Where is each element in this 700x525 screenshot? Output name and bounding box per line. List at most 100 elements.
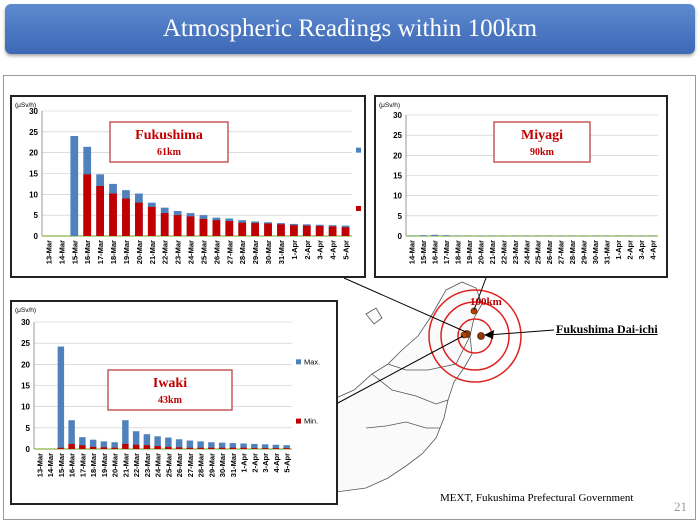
y-tick-label: 10 [393,192,402,201]
x-tick-label: 16-Mar [431,240,440,264]
bar-min [315,226,324,236]
bar-min [186,216,195,236]
bar-max [70,136,79,236]
bar-max [143,434,151,449]
bar-min [160,213,169,236]
bar-min [302,225,311,236]
x-tick-label: 1-Apr [290,240,299,260]
y-tick-label: 30 [393,111,402,120]
bar-max [240,443,247,449]
bar-min [154,446,161,449]
bar-max [79,437,86,449]
x-tick-label: 19-Mar [122,240,131,264]
bar-min [89,446,97,449]
bar-min [212,220,221,236]
bar-min [277,224,285,236]
x-tick-label: 4-Apr [648,240,657,260]
x-tick-label: 15-Mar [70,240,79,264]
bar-min [251,223,259,236]
x-tick-label: 15-Mar [57,453,66,477]
miyagi-station-marker [470,307,478,315]
x-tick-label: 14-Mar [57,240,66,264]
x-tick-label: 31-Mar [602,240,611,264]
x-tick-label: 17-Mar [442,240,451,264]
y-tick-label: 30 [21,318,30,327]
miyagi-plot: (μSv/h) 0 5 10 15 20 25 30 14-Mar 15-Mar 16-Mar 17-… [379,102,658,264]
plant-label: Fukushima Dai-ichi [556,322,658,336]
bar-min [175,447,183,449]
bar-max [261,444,269,449]
iwaki-chart: (μSv/h) 0 5 10 15 20 25 30 13-Mar 14-Mar 15-Mar 16-… [10,300,338,505]
x-tick-label: 22-Mar [132,453,141,477]
station-markers [460,307,485,340]
x-tick-label: 4-Apr [329,240,338,260]
x-tick-label: 31-Mar [229,453,238,477]
y-tick-label: 5 [34,211,39,220]
x-tick-label: 25-Mar [164,453,173,477]
x-tick-label: 20-Mar [111,453,120,477]
x-tick-label: 26-Mar [545,240,554,264]
y-tick-label: 5 [26,424,31,433]
y-tick-label: 15 [393,172,402,181]
bar-max [197,441,204,449]
arrow-head [484,330,494,339]
bar-min [186,447,194,449]
station-distance: 61km [157,147,182,158]
bar-max [165,437,172,449]
bar-min [261,448,269,449]
honshu-land [336,281,483,493]
y-tick-label: 25 [393,131,402,140]
bar-min [143,445,151,449]
unit-label: (μSv/h) [15,307,36,314]
bar-min [328,226,337,236]
bar-min [83,174,92,236]
bar-min [68,443,75,449]
bar-min [173,215,182,236]
x-tick-label: 20-Mar [135,240,144,264]
x-tick-label: 16-Mar [68,453,77,477]
bar-max [57,346,65,449]
bar-min [147,206,156,236]
bar-max [186,440,194,449]
bar-min [283,448,290,449]
x-tick-label: 27-Mar [557,240,566,264]
y-tick-label: 20 [393,151,402,160]
x-tick-label: 19-Mar [100,453,109,477]
bar-max [272,444,280,449]
distance-rings [428,289,522,383]
x-tick-label: 13-Mar [44,240,53,264]
slide-frame [3,75,696,520]
bar-min [57,447,65,449]
bar-min [122,198,130,236]
x-tick-label: 3-Apr [316,240,325,260]
y-tick-label: 30 [29,107,38,116]
bar-min [229,447,237,449]
bar-min [96,186,104,236]
bar-max [68,420,75,449]
y-tick-label: 10 [29,190,38,199]
bar-min [208,447,215,449]
bar-max [208,442,215,449]
x-tick-label: 26-Mar [212,240,221,264]
legend-label: Min. [304,417,318,426]
miyagi-chart: (μSv/h) 0 5 10 15 20 25 30 14-Mar 15-Mar 16-Mar 17-… [374,95,668,278]
plant-marker [477,332,485,340]
station-name: Iwaki [153,376,187,391]
x-tick-label: 14-Mar [408,240,417,264]
iwaki-plot: (μSv/h) 0 5 10 15 20 25 30 13-Mar 14-Mar 15-Mar 16-… [15,307,320,477]
x-tick-label: 21-Mar [121,453,130,477]
legend-swatch [356,206,361,211]
y-tick-label: 25 [21,339,30,348]
unit-label: (μSv/h) [15,102,36,109]
legend-swatch [296,359,301,365]
bar-min [79,445,86,449]
x-tick-label: 21-Mar [148,240,157,264]
x-tick-label: 21-Mar [488,240,497,264]
x-tick-label: 13-Mar [35,453,44,477]
x-tick-label: 5-Apr [283,453,292,473]
y-tick-label: 15 [21,382,30,391]
x-tick-label: 1-Apr [614,240,623,260]
x-tick-label: 29-Mar [251,240,260,264]
bar-min [341,227,350,236]
station-distance: 43km [158,395,183,406]
